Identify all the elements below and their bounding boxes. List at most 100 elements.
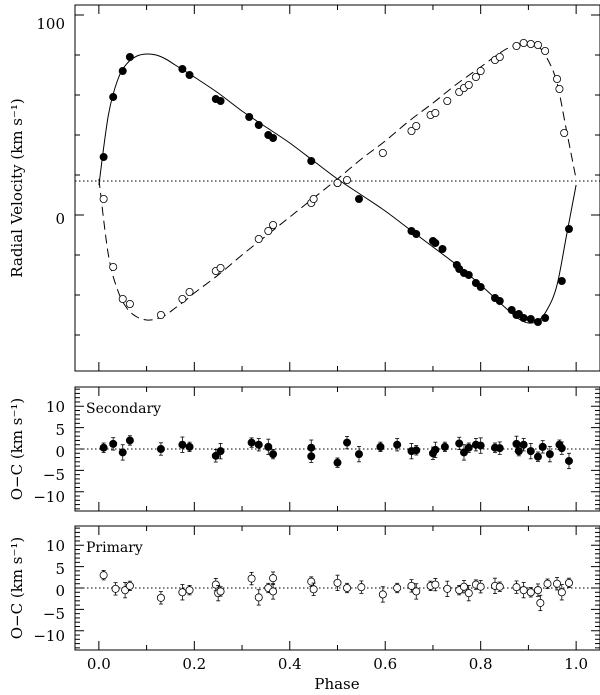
secondary-rv-point xyxy=(412,229,421,238)
primary-rv-point xyxy=(407,127,416,136)
secondary-residual-point xyxy=(343,438,352,447)
primary-residual-point xyxy=(247,574,256,583)
primary-panel-label: Primary xyxy=(86,540,143,556)
primary-residual-point xyxy=(512,583,521,592)
rv-ticks xyxy=(75,5,600,371)
secondary-rv-point xyxy=(307,156,316,165)
secondary-ytick-m5: −5 xyxy=(43,466,65,484)
primary-ytick-10: 10 xyxy=(46,537,65,555)
phase-tick-label: 1.0 xyxy=(564,655,588,673)
primary-rv-point xyxy=(495,53,504,62)
primary-rv-point xyxy=(476,67,485,76)
secondary-residual-point xyxy=(526,447,535,456)
secondary-rv-point xyxy=(109,93,118,102)
secondary-residual-point xyxy=(564,456,573,465)
primary-rv-point xyxy=(431,109,440,118)
secondary-rv-point xyxy=(245,113,254,122)
secondary-residual-point xyxy=(538,442,547,451)
secondary-residual-point xyxy=(519,440,528,449)
secondary-panel-label: Secondary xyxy=(86,401,161,417)
secondary-rv-point xyxy=(495,296,504,305)
primary-residual-point xyxy=(459,582,468,591)
primary-rv-point xyxy=(560,128,569,137)
secondary-rv-point xyxy=(533,317,542,326)
secondary-rv-point xyxy=(541,313,550,322)
secondary-rv-point xyxy=(507,305,516,314)
primary-residual-point xyxy=(269,587,278,596)
primary-residual-point xyxy=(254,593,263,602)
primary-residual-point xyxy=(99,571,108,580)
primary-rv-point xyxy=(333,178,342,187)
secondary-rv-point xyxy=(269,133,278,142)
secondary-residual-point xyxy=(125,436,134,445)
secondary-rv-point xyxy=(526,314,535,323)
secondary-residual-point xyxy=(178,440,187,449)
secondary-residual-point xyxy=(264,442,273,451)
secondary-residual-point xyxy=(216,447,225,456)
phase-tick-labels: 0.0 0.2 0.4 0.6 0.8 1.0 xyxy=(87,655,588,673)
primary-rv-point xyxy=(216,263,225,272)
primary-rv-point xyxy=(443,97,452,106)
primary-residual-point xyxy=(111,584,120,593)
primary-residual-point xyxy=(178,588,187,597)
primary-residual-point xyxy=(495,582,504,591)
secondary-ytick-0: 0 xyxy=(55,443,65,461)
secondary-residual-point xyxy=(431,445,440,454)
primary-residual-point xyxy=(533,586,542,595)
primary-residual-point xyxy=(553,579,562,588)
primary-residual-point xyxy=(431,580,440,589)
phase-tick-label: 0.4 xyxy=(278,655,302,673)
primary-rv-point xyxy=(526,40,535,49)
primary-rv-point xyxy=(555,85,564,94)
secondary-residual-point xyxy=(247,438,256,447)
secondary-ytick-10: 10 xyxy=(46,398,65,416)
primary-rv-point xyxy=(343,175,352,184)
primary-residual-point xyxy=(393,584,402,593)
primary-ticks xyxy=(75,526,600,650)
primary-rv-point xyxy=(464,81,473,90)
rv-ytick-label-100: 100 xyxy=(36,15,65,33)
primary-rv-point xyxy=(512,42,521,51)
secondary-residual-point xyxy=(185,442,194,451)
secondary-residual-point xyxy=(514,447,523,456)
secondary-residual-point xyxy=(393,440,402,449)
primary-rv-point xyxy=(471,73,480,82)
primary-residual-point xyxy=(378,590,387,599)
secondary-residual-point xyxy=(307,443,316,452)
primary-ytick-m5: −5 xyxy=(43,605,65,623)
secondary-ylabel: O−C (km s⁻¹) xyxy=(8,398,26,501)
primary-rv-point xyxy=(178,294,187,303)
secondary-residual-point xyxy=(533,452,542,461)
primary-residual-point xyxy=(343,584,352,593)
primary-rv-point xyxy=(519,39,528,48)
primary-residual-point xyxy=(156,593,165,602)
secondary-residual-points xyxy=(99,435,573,470)
secondary-residual-point xyxy=(211,451,220,460)
primary-residual-point xyxy=(526,588,535,597)
primary-residual-point xyxy=(216,587,225,596)
primary-rv-point xyxy=(125,299,134,308)
primary-residual-point xyxy=(211,580,220,589)
primary-ytick-m10: −10 xyxy=(33,627,65,645)
primary-residual-point xyxy=(519,586,528,595)
primary-rv-point xyxy=(309,194,318,203)
primary-rv-point xyxy=(553,75,562,84)
primary-residual-point xyxy=(309,585,318,594)
secondary-residual-point xyxy=(99,443,108,452)
primary-residual-point xyxy=(443,584,452,593)
secondary-residual-point xyxy=(440,442,449,451)
primary-residual-point xyxy=(543,579,552,588)
phase-tick-label: 0.0 xyxy=(87,655,111,673)
secondary-residual-point xyxy=(118,448,127,457)
secondary-ticks xyxy=(75,387,600,511)
rv-panel: 0 100 Radial Velocity (km s⁻¹) xyxy=(8,4,600,372)
secondary-rv-point xyxy=(564,224,573,233)
secondary-rv-point xyxy=(431,238,440,247)
primary-residual-point xyxy=(407,581,416,590)
phase-tick-label: 0.2 xyxy=(182,655,206,673)
secondary-residual-point xyxy=(109,439,118,448)
phase-tick-label: 0.8 xyxy=(469,655,493,673)
primary-rv-point xyxy=(99,194,108,203)
secondary-rv-point xyxy=(185,71,194,80)
secondary-rv-point xyxy=(254,121,263,130)
